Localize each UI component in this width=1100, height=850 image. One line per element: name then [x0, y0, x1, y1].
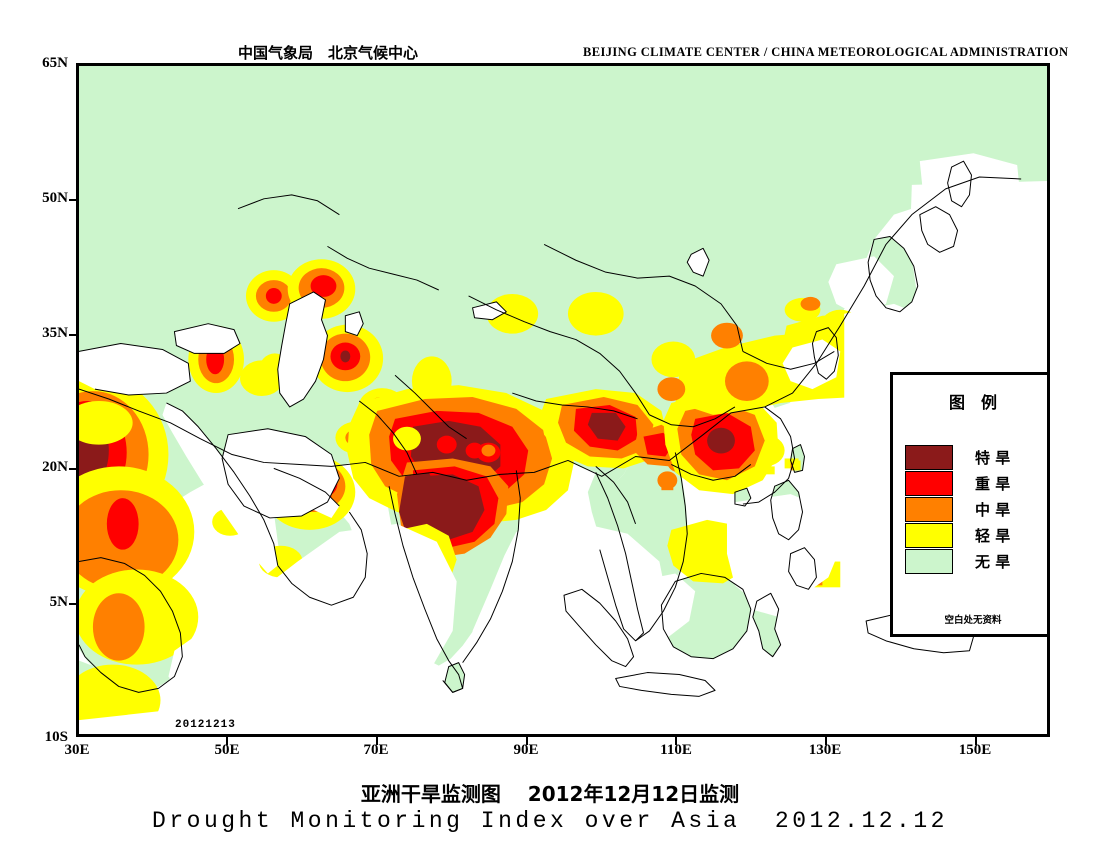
y-tick-label-3: 20N: [42, 459, 68, 475]
x-tick-mark-2: [376, 737, 378, 745]
x-tick-mark-4: [675, 737, 677, 745]
legend-title: 图 例: [948, 393, 997, 412]
y-tick-label-0: 65N: [42, 55, 68, 71]
y-tick-label-4: 5N: [49, 594, 68, 610]
legend-row-moderate: 中 旱: [905, 497, 1045, 522]
legend-row-severe: 重 旱: [905, 471, 1045, 496]
header-org-english: BEIJING CLIMATE CENTER / CHINA METEOROLO…: [583, 45, 1069, 59]
map-plot-area: 20121213: [76, 63, 1050, 737]
header-org-chinese: 中国气象局 北京气候中心: [238, 44, 419, 62]
legend-row-none: 无 旱: [905, 549, 1045, 574]
legend-swatch-none: [905, 549, 953, 574]
coastlines-and-borders: [79, 160, 1022, 697]
legend-row-light: 轻 旱: [905, 523, 1045, 548]
drought-choropleth: [79, 66, 1047, 734]
y-tick-label-1: 50N: [42, 190, 68, 206]
legend-swatch-extreme: [905, 445, 953, 470]
legend-label-severe: 重 旱: [975, 475, 1011, 493]
legend-swatch-light: [905, 523, 953, 548]
x-tick-label-5: 130E: [808, 742, 842, 758]
x-tick-label-0: 30E: [64, 742, 90, 758]
x-tick-label-3: 90E: [513, 742, 539, 758]
drought-fleck-taiwan: [792, 460, 801, 471]
legend-label-extreme: 特 旱: [975, 449, 1011, 467]
y-tick-mark-4: [69, 603, 77, 605]
x-tick-label-1: 50E: [214, 742, 240, 758]
x-tick-mark-3: [526, 737, 528, 745]
x-tick-mark-1: [226, 737, 228, 745]
x-tick-label-6: 150E: [958, 742, 992, 758]
x-tick-label-4: 110E: [660, 742, 692, 758]
title-english: Drought Monitoring Index over Asia 2012.…: [152, 808, 948, 834]
legend-swatch-moderate: [905, 497, 953, 522]
legend-footer-note: 空白处无资料: [944, 615, 1002, 626]
y-tick-mark-2: [69, 334, 77, 336]
title-chinese: 亚洲干旱监测图 2012年12月12日监测: [360, 782, 740, 806]
map-datestamp: 20121213: [175, 719, 236, 731]
drought-region-south-asia: [347, 385, 574, 596]
y-tick-mark-1: [69, 199, 77, 201]
nodata-water-bodies: [79, 153, 1047, 734]
y-tick-label-2: 35N: [42, 325, 68, 341]
y-tick-mark-3: [69, 468, 77, 470]
drought-region-ne-africa: [79, 377, 199, 734]
x-tick-mark-5: [825, 737, 827, 745]
legend-label-light: 轻 旱: [975, 527, 1011, 545]
x-tick-label-2: 70E: [363, 742, 389, 758]
legend-label-none: 无 旱: [975, 553, 1011, 571]
legend-swatch-severe: [905, 471, 953, 496]
x-tick-mark-6: [975, 737, 977, 745]
legend-row-extreme: 特 旱: [905, 445, 1045, 470]
legend-box: 图 例 特 旱 重 旱 中 旱 轻 旱 无 旱 空白处无资料: [890, 372, 1050, 637]
legend-label-moderate: 中 旱: [975, 501, 1011, 519]
y-tick-label-5: 10S: [44, 729, 68, 745]
